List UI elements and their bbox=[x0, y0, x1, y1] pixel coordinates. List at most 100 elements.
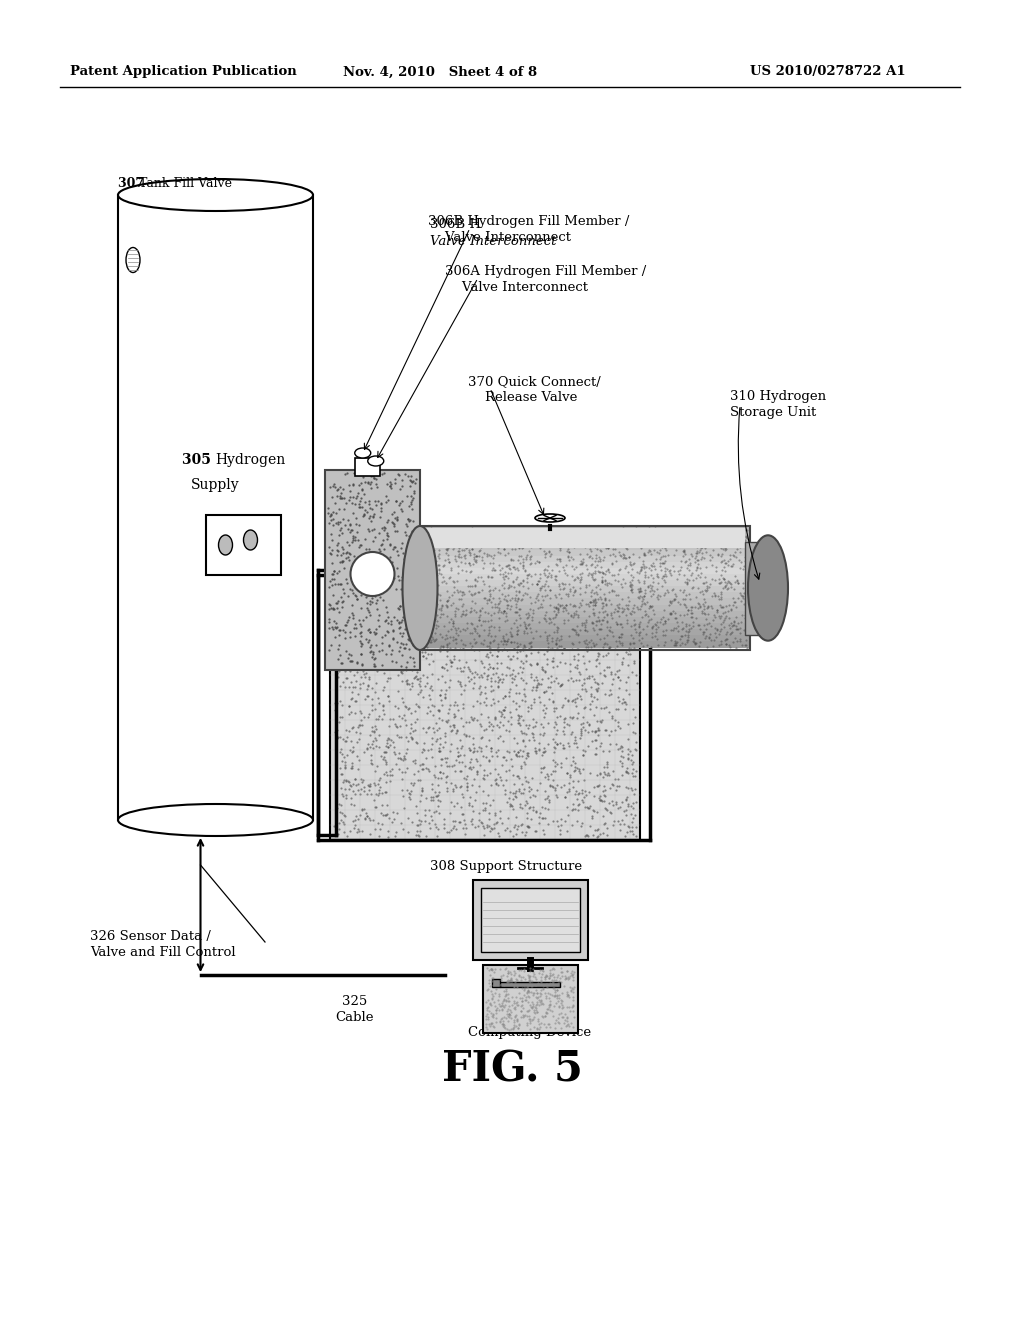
Point bbox=[677, 552, 693, 573]
Point bbox=[556, 975, 572, 997]
Point bbox=[490, 739, 507, 760]
Point bbox=[602, 620, 618, 642]
Point bbox=[482, 713, 499, 734]
Point bbox=[472, 704, 488, 725]
Point bbox=[366, 638, 382, 659]
Point bbox=[489, 636, 506, 657]
Point bbox=[382, 583, 398, 605]
Point bbox=[503, 1007, 519, 1028]
Point bbox=[587, 562, 603, 583]
Point bbox=[339, 541, 355, 562]
Point bbox=[522, 966, 539, 987]
Point bbox=[433, 582, 450, 603]
Point bbox=[507, 698, 523, 719]
Point bbox=[625, 632, 641, 653]
Point bbox=[523, 618, 540, 639]
Point bbox=[330, 727, 346, 748]
Point bbox=[329, 535, 345, 556]
Point bbox=[529, 573, 546, 594]
Point bbox=[492, 767, 508, 788]
Point bbox=[536, 700, 552, 721]
Point bbox=[627, 614, 643, 635]
Point bbox=[466, 583, 482, 605]
Point bbox=[455, 603, 471, 624]
Point bbox=[383, 644, 399, 665]
Point bbox=[511, 587, 527, 609]
Point bbox=[369, 626, 385, 647]
Point bbox=[590, 607, 606, 628]
Point bbox=[406, 595, 422, 616]
Point bbox=[492, 1011, 508, 1032]
Point bbox=[339, 668, 355, 689]
Point bbox=[738, 635, 755, 656]
Point bbox=[415, 686, 431, 708]
Point bbox=[478, 606, 495, 627]
Point bbox=[731, 531, 748, 552]
Point bbox=[498, 985, 514, 1006]
Point bbox=[551, 532, 567, 553]
Point bbox=[556, 717, 572, 738]
Point bbox=[453, 546, 469, 568]
Point bbox=[622, 574, 638, 595]
Point bbox=[450, 545, 466, 566]
Point bbox=[362, 642, 379, 663]
Point bbox=[441, 694, 458, 715]
Point bbox=[598, 824, 614, 845]
Point bbox=[579, 620, 595, 642]
Point bbox=[553, 528, 569, 549]
Point bbox=[404, 775, 421, 796]
Point bbox=[540, 1012, 556, 1034]
Point bbox=[389, 510, 406, 531]
Point bbox=[737, 529, 754, 550]
Point bbox=[524, 680, 541, 701]
Point bbox=[517, 590, 534, 611]
Point bbox=[532, 723, 549, 744]
Point bbox=[488, 524, 505, 545]
Point bbox=[502, 821, 518, 842]
Point bbox=[502, 622, 518, 643]
Point bbox=[340, 519, 356, 540]
Point bbox=[635, 618, 651, 639]
Point bbox=[485, 587, 502, 609]
Point bbox=[707, 605, 723, 626]
Point bbox=[446, 582, 463, 603]
Point bbox=[522, 1008, 539, 1030]
Point bbox=[552, 549, 568, 570]
Point bbox=[696, 579, 713, 601]
Point bbox=[508, 781, 524, 803]
Point bbox=[541, 994, 557, 1015]
Point bbox=[360, 734, 377, 755]
Point bbox=[361, 631, 378, 652]
Point bbox=[625, 766, 641, 787]
Point bbox=[571, 663, 588, 684]
Point bbox=[621, 638, 637, 659]
Point bbox=[461, 659, 477, 680]
Point bbox=[386, 737, 402, 758]
Point bbox=[582, 591, 598, 612]
Point bbox=[549, 734, 565, 755]
Point bbox=[502, 665, 518, 686]
Point bbox=[367, 624, 383, 645]
Point bbox=[587, 801, 603, 822]
Point bbox=[633, 632, 649, 653]
Point bbox=[426, 781, 442, 803]
Point bbox=[439, 540, 456, 561]
Point bbox=[499, 1019, 515, 1040]
Point bbox=[650, 566, 667, 587]
Point bbox=[579, 659, 595, 680]
Point bbox=[702, 630, 719, 651]
Point bbox=[397, 748, 414, 770]
Point bbox=[736, 520, 753, 541]
Bar bbox=[420, 568, 750, 574]
Point bbox=[403, 586, 420, 607]
Point bbox=[639, 591, 655, 612]
Point bbox=[483, 970, 500, 991]
Point bbox=[481, 631, 498, 652]
Point bbox=[440, 602, 457, 623]
Point bbox=[538, 985, 554, 1006]
Point bbox=[488, 774, 505, 795]
Bar bbox=[420, 562, 750, 569]
Point bbox=[329, 755, 345, 776]
Point bbox=[537, 544, 553, 565]
Point bbox=[550, 593, 566, 614]
